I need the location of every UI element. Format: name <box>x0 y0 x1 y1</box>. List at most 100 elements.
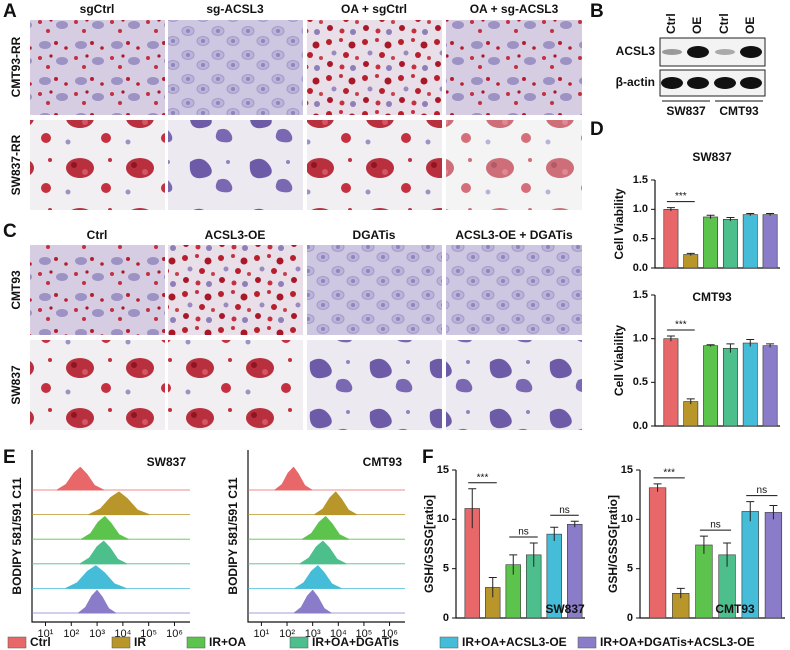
y-label: Cell Viability <box>612 325 626 396</box>
legend-label: IR+OA <box>209 635 246 649</box>
error-bar <box>570 520 579 528</box>
row-label: CMT93 <box>9 270 23 310</box>
legend-swatch <box>577 636 597 649</box>
panel-label: B <box>590 1 604 22</box>
error-bar <box>723 542 732 567</box>
significance-label: ns <box>757 485 768 496</box>
bar <box>703 216 719 269</box>
y-tick-label: 5 <box>443 563 449 575</box>
y-tick-label: 10 <box>621 513 633 525</box>
y-tick-label: 0.5 <box>633 376 648 388</box>
error-bar <box>746 212 755 216</box>
error-bar <box>468 488 477 529</box>
significance-label: *** <box>675 320 687 331</box>
lane-label: OE <box>743 17 757 34</box>
error-bar <box>746 339 755 347</box>
y-tick-label: 15 <box>621 464 633 476</box>
bar <box>742 214 758 269</box>
bar <box>762 214 778 269</box>
error-bar <box>706 344 715 347</box>
blot-band <box>662 49 682 55</box>
bar <box>663 209 679 269</box>
axis <box>247 450 405 623</box>
column-header: Ctrl <box>87 228 108 242</box>
y-label: GSH/GSSG[ratio] <box>422 495 436 593</box>
protein-label: ACSL3 <box>616 44 656 58</box>
blot-band <box>687 77 709 89</box>
density-curve <box>314 491 357 516</box>
chart-title: SW837 <box>147 455 187 469</box>
x-tick-label: 10⁵ <box>356 628 373 640</box>
panel-label: F <box>422 447 434 468</box>
legend-swatch <box>7 636 27 649</box>
micrograph <box>30 120 165 210</box>
y-tick-label: 5 <box>627 563 633 575</box>
error-bar <box>726 343 735 353</box>
error-bar <box>699 535 708 554</box>
y-label: GSH/GSSG[ratio] <box>606 495 620 593</box>
axis <box>31 450 190 623</box>
density-curve <box>294 565 342 589</box>
panel-label: E <box>3 447 16 468</box>
y-tick-label: 15 <box>437 464 449 476</box>
lane-label: OE <box>690 17 704 34</box>
panel-label: A <box>3 1 17 22</box>
x-tick-label: 10² <box>63 628 79 640</box>
column-header: OA + sgCtrl <box>341 2 407 16</box>
micrograph <box>446 340 582 430</box>
legend-swatch <box>186 636 206 649</box>
chart-title: CMT93 <box>692 290 732 304</box>
column-header: ACSL3-OE <box>205 228 266 242</box>
error-bar <box>529 542 538 567</box>
legend-swatch <box>289 636 309 649</box>
legend-label: IR+OA+ACSL3-OE <box>462 635 567 649</box>
x-tick-label: 10⁶ <box>381 628 398 640</box>
bar <box>683 401 699 427</box>
x-tick-label: 10⁴ <box>330 628 347 640</box>
blot-band <box>740 77 762 89</box>
micrograph <box>30 245 165 335</box>
error-bar <box>766 343 775 348</box>
significance-label: ns <box>518 527 529 538</box>
micrograph <box>168 245 303 335</box>
micrograph <box>446 245 582 335</box>
y-tick-label: 0.5 <box>633 233 648 245</box>
error-bar <box>653 483 662 492</box>
chart-title: SW837 <box>692 150 732 164</box>
x-tick-label: 10⁶ <box>166 628 183 640</box>
density-curve <box>299 540 347 565</box>
bar <box>648 487 667 619</box>
error-bar <box>769 505 778 520</box>
bar <box>764 512 783 619</box>
legend-swatch <box>439 636 459 649</box>
bar <box>683 254 699 269</box>
panel-label: D <box>590 119 604 140</box>
significance-label: ns <box>710 520 721 531</box>
significance-label: *** <box>675 191 687 202</box>
y-label: BODIPY 581/591 C11 <box>10 477 24 595</box>
column-header: OA + sg-ACSL3 <box>470 2 559 16</box>
blot-band <box>661 77 683 89</box>
significance-label: *** <box>477 472 489 483</box>
error-bar <box>550 526 559 542</box>
row-label: SW837 <box>9 365 23 405</box>
error-bar <box>686 252 695 256</box>
bar <box>742 342 758 427</box>
density-curve <box>56 466 104 491</box>
legend-label: IR+OA+DGATis <box>312 635 399 649</box>
x-tick-label: 10³ <box>305 628 321 640</box>
micrograph <box>307 245 442 335</box>
blot-band <box>687 46 709 58</box>
significance-label: *** <box>663 467 675 478</box>
western-blot: Ctrl OE Ctrl OE ACSL3 β-actin SW837 CMT9… <box>616 13 766 118</box>
lane-label: Ctrl <box>664 13 678 34</box>
error-bar <box>666 207 675 212</box>
column-header: sgCtrl <box>80 2 115 16</box>
micrograph <box>168 120 303 210</box>
bar <box>762 345 778 427</box>
micrographs <box>30 20 582 430</box>
row-label: SW837-RR <box>9 134 23 195</box>
blot-band <box>715 49 735 55</box>
